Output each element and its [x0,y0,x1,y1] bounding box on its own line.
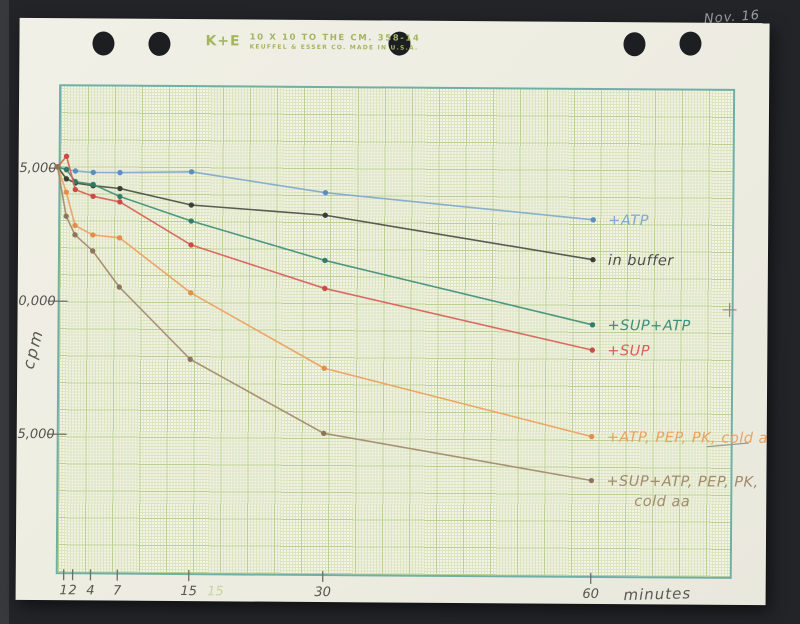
y-axis-title: cpm [19,327,47,371]
legend-label: +SUP [607,343,650,359]
series-point [72,168,79,174]
series-point [72,186,79,193]
series-point [90,169,96,176]
series-point [117,169,123,176]
series-point [188,169,195,175]
series-point [90,248,96,254]
legend-label: +ATP [608,213,649,229]
series-point [63,213,69,219]
series-point [63,189,70,195]
series-point [90,193,96,200]
x-axis-tick-label: 7 [113,584,122,599]
series-point [589,433,595,440]
y-axis-tick-label: 15,000 [16,161,57,176]
x-axis-tick-label: 4 [86,583,94,598]
x-axis-tick-label: 15 [180,584,197,599]
series-point [590,217,596,223]
y-axis-tick-label: 10,000 [16,294,56,309]
series-point [116,235,123,241]
series-point [322,189,329,196]
x-axis-faint-label: 15 [207,584,224,599]
series-point [90,232,96,238]
x-axis-tick-label: 1 [59,583,67,598]
series-point [188,242,194,248]
series-point [322,285,328,292]
legend-label: +SUP+ATP [607,318,690,335]
photo-edge-strip [0,0,9,624]
pencil-underline-mark [706,442,749,448]
series-point [322,257,328,264]
x-axis-tick-label: 2 [68,583,76,598]
series-point [187,356,193,363]
series-point [54,164,61,170]
series-point [188,290,194,296]
series-point [63,153,70,159]
series-line [56,155,594,351]
x-axis-tick-label: 30 [314,585,331,600]
series-line [56,166,593,438]
graph-paper-sheet: K+E 10 X 10 TO THE CM. 358-14 KEUFFEL & … [15,17,770,606]
series-point [322,212,328,218]
series-point [63,176,70,182]
legend-label: in buffer [608,253,674,269]
series-point [321,430,327,437]
series-point [188,218,194,224]
legend-label: +ATP, PEP, PK, cold aa [607,430,770,447]
series-point [90,181,96,188]
series-line [56,166,593,482]
series-point [590,257,596,263]
series-point [63,166,70,173]
series-point [72,232,78,238]
series-point [321,365,327,371]
x-axis-title: minutes [623,584,691,604]
x-axis-tick-label: 60 [582,587,599,602]
legend-label: +SUP+ATP, PEP, PK, cold aa [606,474,759,511]
y-axis-tick-label: 5,000 [17,427,54,442]
series-point [72,222,78,229]
series-point [589,347,596,353]
series-point [117,185,123,192]
series-point [117,193,123,200]
series-point [588,477,595,484]
series-point [117,199,123,205]
series-point [116,284,122,290]
chart-svg: 15,000 10,000 5,000 cpm 1 2 4 7 15 30 60 15 minutes +… [16,153,770,604]
series-point [589,322,596,328]
series-point [188,202,195,208]
